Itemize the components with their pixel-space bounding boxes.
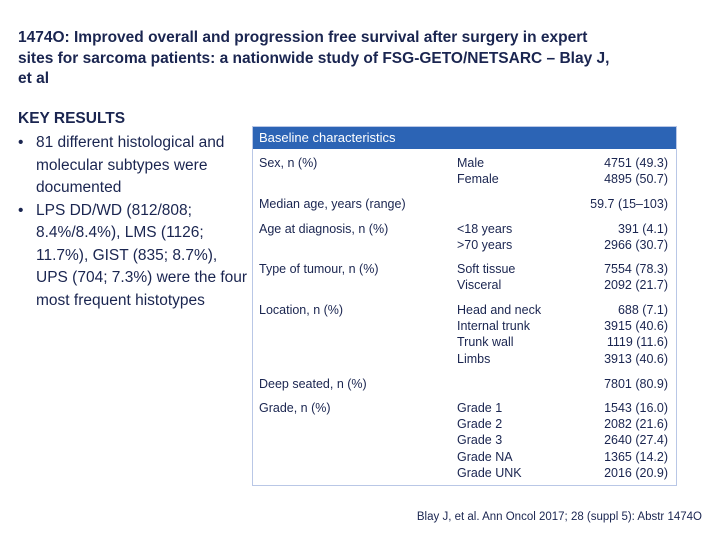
key-result-item: • LPS DD/WD (812/808; 8.4%/8.4%), LMS (1… [18,200,250,313]
row-label: Age at diagnosis, n (%) [259,222,389,236]
row-label: Type of tumour, n (%) [259,262,379,276]
row-categories: Male Female [457,156,499,187]
row-values: 391 (4.1) 2966 (30.7) [604,222,668,253]
page-title: 1474O: Improved overall and progression … [18,29,610,87]
key-results-heading: KEY RESULTS [18,110,126,127]
row-categories: Soft tissue Visceral [457,262,516,293]
row-values: 1543 (16.0) 2082 (21.6) 2640 (27.4) 1365… [604,401,668,480]
row-label: Deep seated, n (%) [259,377,367,391]
row-label: Grade, n (%) [259,401,331,415]
row-values: 688 (7.1) 3915 (40.6) 1119 (11.6) 3913 (… [604,303,668,366]
key-results-list: • 81 different histological and molecula… [18,132,250,312]
key-result-text: LPS DD/WD (812/808; 8.4%/8.4%), LMS (112… [36,201,248,309]
row-categories: Grade 1 Grade 2 Grade 3 Grade NA Grade U… [457,401,522,480]
baseline-characteristics-table: Baseline characteristics Sex, n (%) Male… [252,126,677,486]
row-categories: Head and neck Internal trunk Trunk wall … [457,303,542,366]
bullet-icon: • [18,134,24,151]
table-header: Baseline characteristics [253,127,676,149]
row-label: Sex, n (%) [259,156,318,170]
row-values: 7554 (78.3) 2092 (21.7) [604,262,668,293]
bullet-icon: • [18,201,24,219]
row-label: Location, n (%) [259,303,344,317]
key-result-item: • 81 different histological and molecula… [18,132,250,200]
row-values: 59.7 (15–103) [590,197,668,211]
key-result-text: 81 different histological and molecular … [36,134,225,196]
row-values: 4751 (49.3) 4895 (50.7) [604,156,668,187]
citation: Blay J, et al. Ann Oncol 2017; 28 (suppl… [416,511,702,523]
row-categories: <18 years >70 years [457,222,513,253]
row-values: 7801 (80.9) [604,377,668,391]
row-label: Median age, years (range) [259,197,406,211]
